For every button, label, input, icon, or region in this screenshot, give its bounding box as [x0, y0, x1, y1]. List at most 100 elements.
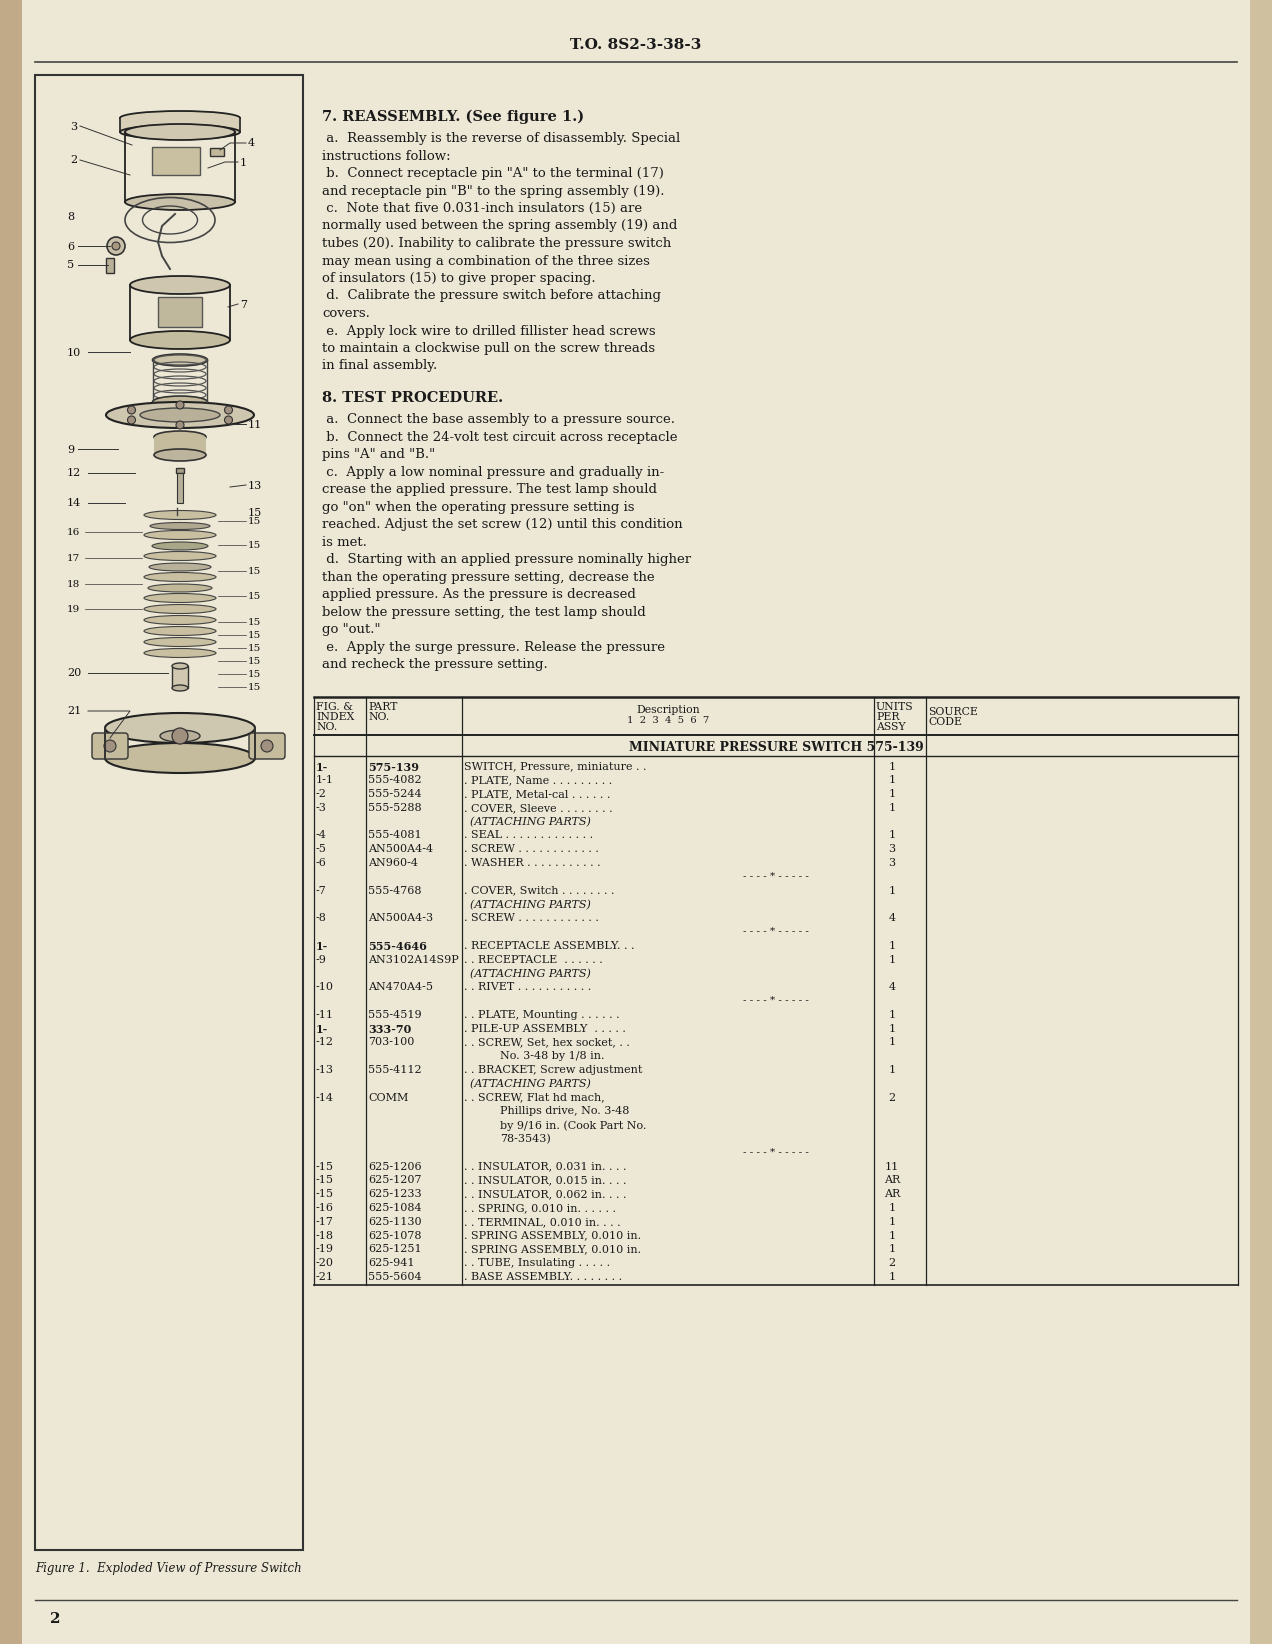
- Ellipse shape: [144, 551, 216, 561]
- Text: 19: 19: [67, 605, 80, 613]
- Text: No. 3-48 by 1/8 in.: No. 3-48 by 1/8 in.: [500, 1051, 604, 1062]
- Text: SWITCH, Pressure, miniature . .: SWITCH, Pressure, miniature . .: [464, 761, 646, 771]
- Text: 703-100: 703-100: [368, 1037, 415, 1047]
- Text: 4: 4: [888, 914, 895, 924]
- Text: -21: -21: [315, 1272, 335, 1282]
- Text: . SEAL . . . . . . . . . . . . .: . SEAL . . . . . . . . . . . . .: [464, 830, 593, 840]
- FancyBboxPatch shape: [92, 733, 128, 760]
- Bar: [120, 118, 240, 132]
- Text: 1: 1: [888, 1217, 895, 1226]
- Text: . . SCREW, Set, hex socket, . .: . . SCREW, Set, hex socket, . .: [464, 1037, 630, 1047]
- Text: SOURCE: SOURCE: [929, 707, 978, 717]
- Circle shape: [127, 406, 136, 414]
- Text: . PLATE, Metal-cal . . . . . .: . PLATE, Metal-cal . . . . . .: [464, 789, 611, 799]
- Text: NO.: NO.: [315, 722, 337, 732]
- Text: 625-1233: 625-1233: [368, 1189, 421, 1200]
- Text: -4: -4: [315, 830, 327, 840]
- Text: . . BRACKET, Screw adjustment: . . BRACKET, Screw adjustment: [464, 1065, 642, 1075]
- Text: -3: -3: [315, 802, 327, 812]
- Text: COMM: COMM: [368, 1093, 408, 1103]
- Text: 1: 1: [888, 1231, 895, 1241]
- Text: 15: 15: [248, 644, 261, 653]
- Ellipse shape: [172, 663, 188, 669]
- Text: d.  Calibrate the pressure switch before attaching: d. Calibrate the pressure switch before …: [322, 289, 661, 302]
- Text: -17: -17: [315, 1217, 333, 1226]
- Text: Figure 1.  Exploded View of Pressure Switch: Figure 1. Exploded View of Pressure Swit…: [36, 1562, 303, 1575]
- Text: 555-5604: 555-5604: [368, 1272, 421, 1282]
- Ellipse shape: [144, 593, 216, 602]
- Text: 1-1: 1-1: [315, 776, 335, 786]
- Text: covers.: covers.: [322, 307, 370, 321]
- Circle shape: [176, 421, 184, 429]
- Text: -20: -20: [315, 1258, 335, 1268]
- Text: -7: -7: [315, 886, 327, 896]
- Text: UNITS: UNITS: [876, 702, 913, 712]
- Text: 1: 1: [888, 1272, 895, 1282]
- Text: CODE: CODE: [929, 717, 962, 727]
- Text: -13: -13: [315, 1065, 335, 1075]
- Text: 575-139: 575-139: [368, 761, 418, 773]
- Text: 15: 15: [248, 508, 262, 518]
- Text: . . RIVET . . . . . . . . . . .: . . RIVET . . . . . . . . . . .: [464, 983, 591, 993]
- Ellipse shape: [160, 730, 200, 741]
- Bar: [151, 146, 200, 174]
- Text: 625-1206: 625-1206: [368, 1162, 421, 1172]
- Text: 555-4112: 555-4112: [368, 1065, 421, 1075]
- Text: (ATTACHING PARTS): (ATTACHING PARTS): [469, 817, 591, 827]
- Text: than the operating pressure setting, decrease the: than the operating pressure setting, dec…: [322, 570, 655, 584]
- Circle shape: [127, 416, 136, 424]
- Text: a.  Reassembly is the reverse of disassembly. Special: a. Reassembly is the reverse of disassem…: [322, 132, 681, 145]
- Text: 1: 1: [888, 802, 895, 812]
- Ellipse shape: [144, 615, 216, 625]
- Text: AN500A4-4: AN500A4-4: [368, 845, 434, 855]
- Text: . . TUBE, Insulating . . . . .: . . TUBE, Insulating . . . . .: [464, 1258, 611, 1268]
- Text: 2: 2: [50, 1613, 60, 1626]
- Text: (ATTACHING PARTS): (ATTACHING PARTS): [469, 899, 591, 909]
- Text: 625-1084: 625-1084: [368, 1203, 421, 1213]
- Text: 1: 1: [888, 1024, 895, 1034]
- Text: go "on" when the operating pressure setting is: go "on" when the operating pressure sett…: [322, 500, 635, 513]
- Text: e.  Apply the surge pressure. Release the pressure: e. Apply the surge pressure. Release the…: [322, 641, 665, 654]
- Ellipse shape: [148, 584, 212, 592]
- Ellipse shape: [144, 605, 216, 613]
- Text: 15: 15: [248, 618, 261, 626]
- Text: . . TERMINAL, 0.010 in. . . .: . . TERMINAL, 0.010 in. . . .: [464, 1217, 621, 1226]
- Text: 17: 17: [67, 554, 80, 562]
- Ellipse shape: [125, 194, 235, 210]
- Text: 7: 7: [240, 299, 247, 311]
- Text: -10: -10: [315, 983, 335, 993]
- Text: 1: 1: [888, 1009, 895, 1019]
- Text: 1: 1: [888, 955, 895, 965]
- Text: e.  Apply lock wire to drilled fillister head screws: e. Apply lock wire to drilled fillister …: [322, 324, 655, 337]
- Text: . . INSULATOR, 0.015 in. . . .: . . INSULATOR, 0.015 in. . . .: [464, 1175, 627, 1185]
- Text: -11: -11: [315, 1009, 335, 1019]
- Ellipse shape: [106, 713, 254, 743]
- Text: 78-3543): 78-3543): [500, 1134, 551, 1144]
- Circle shape: [104, 740, 116, 751]
- Text: . SCREW . . . . . . . . . . . .: . SCREW . . . . . . . . . . . .: [464, 914, 599, 924]
- Text: 2: 2: [70, 155, 78, 164]
- Text: AN470A4-5: AN470A4-5: [368, 983, 432, 993]
- Text: (ATTACHING PARTS): (ATTACHING PARTS): [469, 1078, 591, 1090]
- Ellipse shape: [153, 353, 207, 367]
- Text: -9: -9: [315, 955, 327, 965]
- Text: b.  Connect the 24-volt test circuit across receptacle: b. Connect the 24-volt test circuit acro…: [322, 431, 678, 444]
- Text: . PILE-UP ASSEMBLY  . . . . .: . PILE-UP ASSEMBLY . . . . .: [464, 1024, 626, 1034]
- Text: 1: 1: [888, 830, 895, 840]
- Text: . . SCREW, Flat hd mach,: . . SCREW, Flat hd mach,: [464, 1093, 604, 1103]
- Text: of insulators (15) to give proper spacing.: of insulators (15) to give proper spacin…: [322, 271, 595, 284]
- Text: . COVER, Sleeve . . . . . . . .: . COVER, Sleeve . . . . . . . .: [464, 802, 613, 812]
- Text: 4: 4: [888, 983, 895, 993]
- Text: b.  Connect receptacle pin "A" to the terminal (17): b. Connect receptacle pin "A" to the ter…: [322, 168, 664, 179]
- Text: and receptacle pin "B" to the spring assembly (19).: and receptacle pin "B" to the spring ass…: [322, 184, 664, 197]
- Text: 1: 1: [888, 1065, 895, 1075]
- Text: 1: 1: [240, 158, 247, 168]
- Text: 555-4519: 555-4519: [368, 1009, 421, 1019]
- Text: 11: 11: [885, 1162, 899, 1172]
- Text: AN960-4: AN960-4: [368, 858, 418, 868]
- Text: 1: 1: [888, 776, 895, 786]
- Ellipse shape: [144, 511, 216, 520]
- Ellipse shape: [120, 112, 240, 125]
- Bar: [172, 666, 188, 687]
- Text: by 9/16 in. (Cook Part No.: by 9/16 in. (Cook Part No.: [500, 1120, 646, 1131]
